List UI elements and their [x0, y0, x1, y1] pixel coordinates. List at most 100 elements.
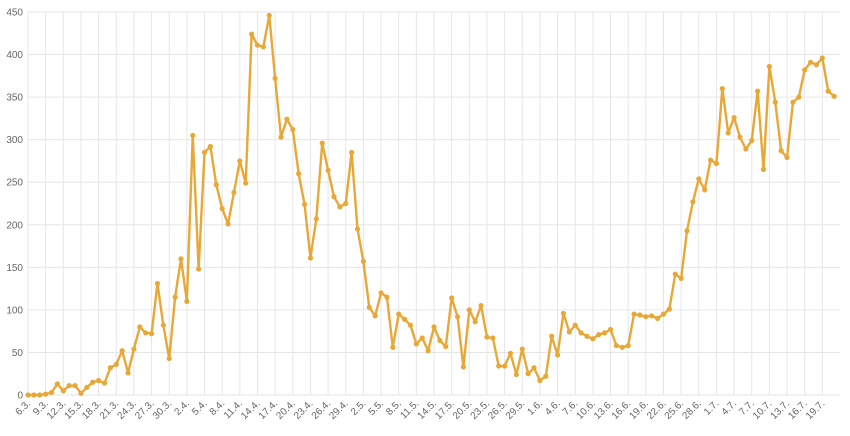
data-point[interactable]: [743, 146, 749, 152]
data-point[interactable]: [684, 228, 690, 234]
data-point[interactable]: [437, 337, 443, 344]
data-point[interactable]: [313, 216, 319, 222]
data-point[interactable]: [543, 373, 549, 379]
data-point[interactable]: [502, 363, 508, 369]
data-point[interactable]: [319, 140, 325, 146]
data-point[interactable]: [60, 388, 66, 394]
data-point[interactable]: [496, 363, 502, 369]
data-point[interactable]: [284, 116, 290, 122]
data-point[interactable]: [519, 346, 525, 352]
data-point[interactable]: [31, 392, 37, 398]
data-point[interactable]: [248, 31, 255, 37]
data-point[interactable]: [219, 206, 225, 212]
data-point[interactable]: [54, 381, 61, 387]
data-point[interactable]: [490, 335, 496, 341]
data-point[interactable]: [484, 334, 490, 340]
data-point[interactable]: [784, 154, 790, 161]
data-point[interactable]: [166, 355, 172, 362]
data-point[interactable]: [272, 75, 278, 81]
data-point[interactable]: [449, 295, 455, 301]
data-point[interactable]: [755, 88, 761, 94]
data-point[interactable]: [666, 306, 672, 312]
data-point[interactable]: [390, 344, 396, 350]
data-point[interactable]: [478, 303, 484, 309]
data-point[interactable]: [619, 344, 625, 350]
data-point[interactable]: [407, 322, 414, 328]
data-point[interactable]: [43, 391, 49, 397]
data-point[interactable]: [625, 343, 631, 349]
data-point[interactable]: [401, 316, 408, 322]
data-point[interactable]: [607, 326, 614, 333]
data-point[interactable]: [554, 352, 561, 358]
data-point[interactable]: [307, 255, 314, 261]
data-point[interactable]: [366, 304, 372, 310]
data-point[interactable]: [131, 346, 137, 352]
data-point[interactable]: [25, 392, 31, 398]
data-point[interactable]: [213, 182, 219, 188]
data-point[interactable]: [178, 256, 184, 262]
data-point[interactable]: [431, 324, 437, 330]
data-point[interactable]: [343, 200, 349, 207]
data-point[interactable]: [119, 348, 125, 354]
data-point[interactable]: [825, 88, 831, 94]
data-point[interactable]: [378, 290, 384, 296]
data-point[interactable]: [702, 187, 708, 193]
data-point[interactable]: [766, 63, 772, 70]
data-point[interactable]: [690, 199, 696, 205]
data-point[interactable]: [184, 298, 190, 304]
data-point[interactable]: [360, 258, 366, 264]
data-point[interactable]: [125, 370, 131, 376]
data-point[interactable]: [90, 379, 96, 385]
data-point[interactable]: [296, 171, 302, 177]
data-point[interactable]: [48, 389, 55, 396]
data-point[interactable]: [596, 331, 602, 338]
data-point[interactable]: [678, 275, 684, 281]
data-point[interactable]: [819, 55, 825, 61]
data-point[interactable]: [113, 361, 119, 367]
data-point[interactable]: [454, 314, 461, 320]
data-point[interactable]: [713, 160, 720, 167]
data-point[interactable]: [725, 130, 731, 136]
data-point[interactable]: [613, 343, 620, 349]
data-point[interactable]: [549, 333, 555, 339]
data-point[interactable]: [354, 226, 361, 232]
data-point[interactable]: [531, 365, 537, 371]
data-point[interactable]: [413, 341, 419, 347]
data-point[interactable]: [572, 322, 578, 328]
data-point[interactable]: [778, 148, 784, 154]
data-point[interactable]: [790, 99, 796, 105]
data-point[interactable]: [396, 311, 402, 317]
data-point[interactable]: [419, 335, 425, 341]
data-point[interactable]: [466, 307, 472, 313]
data-point[interactable]: [507, 350, 514, 356]
data-point[interactable]: [243, 180, 249, 186]
data-point[interactable]: [807, 59, 814, 65]
data-point[interactable]: [349, 149, 355, 156]
data-point[interactable]: [460, 364, 467, 370]
data-point[interactable]: [148, 331, 155, 337]
data-point[interactable]: [331, 194, 337, 200]
data-point[interactable]: [649, 313, 655, 319]
data-point[interactable]: [560, 310, 567, 316]
data-point[interactable]: [831, 93, 837, 99]
data-point[interactable]: [672, 271, 678, 277]
data-point[interactable]: [566, 329, 572, 335]
data-point[interactable]: [525, 371, 531, 377]
data-point[interactable]: [96, 377, 102, 384]
data-point[interactable]: [196, 266, 202, 272]
data-point[interactable]: [201, 149, 208, 156]
data-point[interactable]: [72, 383, 78, 389]
data-point[interactable]: [654, 315, 661, 321]
data-point[interactable]: [190, 132, 196, 139]
data-point[interactable]: [602, 330, 608, 336]
data-point[interactable]: [154, 280, 161, 287]
data-point[interactable]: [537, 377, 543, 384]
data-point[interactable]: [772, 99, 778, 105]
data-point[interactable]: [590, 336, 596, 342]
data-point[interactable]: [637, 312, 643, 318]
data-point[interactable]: [231, 189, 237, 196]
data-point[interactable]: [225, 221, 231, 227]
data-point[interactable]: [260, 44, 266, 50]
data-point[interactable]: [425, 348, 431, 354]
data-point[interactable]: [337, 204, 343, 210]
